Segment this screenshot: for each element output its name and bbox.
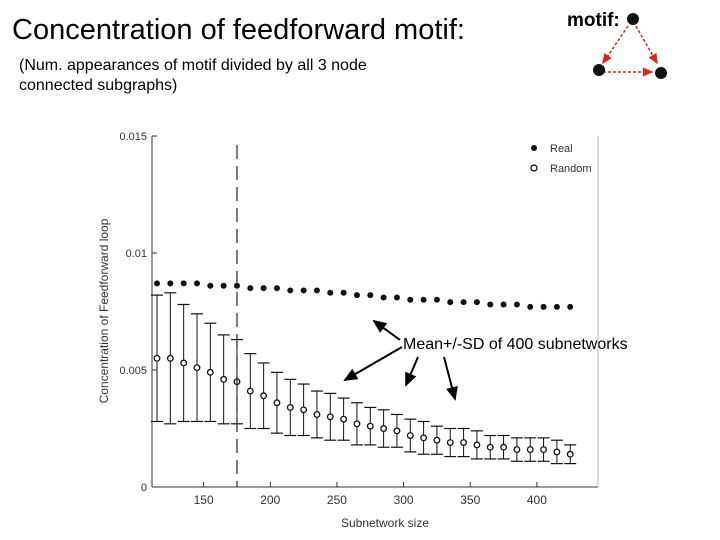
real-point: [287, 287, 294, 294]
random-point: [180, 359, 188, 367]
motif-node-right: [655, 67, 667, 79]
random-point: [313, 411, 321, 418]
errorbars: [150, 292, 577, 465]
random-point: [393, 427, 401, 435]
real-point: [193, 280, 200, 287]
real-point: [500, 301, 507, 308]
random-point: [153, 354, 161, 362]
real-point: [167, 280, 174, 287]
random-point: [433, 436, 441, 444]
page-subtitle: (Num. appearances of motif divided by al…: [19, 57, 367, 94]
real-point: [340, 289, 347, 296]
random-point: [406, 432, 414, 439]
random-point: [286, 403, 294, 411]
real-point: [567, 303, 574, 310]
random-point: [566, 450, 574, 458]
real-point: [260, 285, 267, 292]
random-point: [486, 443, 494, 451]
random-point: [513, 446, 521, 454]
x-tick-label: 250: [327, 493, 347, 507]
motif-edge-top-left: [602, 25, 629, 65]
motif-label: motif:: [567, 10, 620, 31]
real-point: [180, 280, 187, 287]
real-point: [420, 296, 427, 303]
motif-edge-top-right: [635, 25, 658, 65]
annotation-text: Mean+/-SD of 400 subnetworks: [403, 336, 628, 353]
real-point: [553, 303, 560, 310]
real-point: [393, 294, 400, 301]
x-tick-label: 200: [260, 493, 280, 507]
random-point: [553, 448, 561, 456]
random-point: [326, 413, 334, 421]
real-point: [407, 296, 414, 303]
random-point: [473, 441, 481, 449]
y-tick-label: 0.015: [119, 131, 147, 143]
annotation-arrow-3: [405, 356, 419, 387]
real-point: [380, 294, 387, 301]
real-point: [433, 296, 440, 303]
random-point: [273, 399, 281, 407]
real-point: [540, 303, 547, 310]
real-point: [327, 289, 334, 296]
real-point: [353, 292, 360, 299]
motif-diagram: [593, 13, 667, 79]
real-point: [513, 301, 520, 308]
random-point: [353, 420, 361, 428]
x-tick-label: 350: [460, 493, 480, 507]
random-point: [193, 364, 201, 372]
random-point: [526, 446, 534, 454]
real-point: [473, 299, 480, 306]
legend-real-label: Real: [550, 143, 573, 155]
x-tick-label: 150: [194, 493, 214, 507]
y-tick-label: 0: [141, 482, 147, 494]
real-point: [233, 282, 240, 289]
motif-node-left: [593, 64, 605, 76]
real-point: [460, 299, 467, 306]
real-point: [527, 303, 534, 310]
random-point: [300, 406, 308, 414]
y-tick-label: 0.005: [119, 365, 147, 377]
random-point: [420, 434, 428, 442]
motif-node-top: [627, 13, 639, 25]
annotation-arrow-1: [372, 319, 401, 341]
page-title: Concentration of feedforward motif:: [12, 14, 465, 46]
random-point: [446, 439, 454, 446]
real-point: [487, 301, 494, 308]
random-point: [460, 439, 468, 446]
random-point: [206, 368, 214, 376]
random-point: [246, 387, 254, 395]
real-point: [247, 285, 254, 292]
annotation-arrow-2: [343, 346, 403, 382]
real-point: [300, 287, 307, 294]
y-tick-label: 0.01: [126, 248, 147, 260]
legend-random-label: Random: [550, 163, 592, 175]
random-point: [166, 354, 174, 362]
x-axis-label: Subnetwork size: [341, 516, 429, 530]
real-point: [153, 280, 160, 287]
legend-random-marker: [530, 164, 538, 172]
real-point: [273, 285, 280, 292]
random-point: [380, 425, 388, 432]
random-point: [340, 415, 348, 423]
random-point: [500, 443, 508, 451]
legend-real-marker: [531, 145, 537, 151]
data-points: [153, 280, 574, 458]
random-point: [366, 422, 374, 430]
random-point: [540, 446, 548, 454]
real-point: [447, 299, 454, 306]
axis-ticks: 150 200 250 300 350 400 0 0.005 0.01 0.015: [119, 131, 547, 507]
x-tick-label: 400: [527, 493, 547, 507]
x-tick-label: 300: [394, 493, 414, 507]
annotation-arrow-4: [443, 356, 458, 401]
real-point: [207, 282, 214, 289]
real-point: [367, 292, 374, 299]
real-point: [220, 282, 227, 289]
real-point: [313, 287, 320, 294]
random-point: [260, 392, 268, 400]
y-axis-label: Concentration of Feedforward loop: [97, 218, 111, 403]
random-point: [220, 375, 228, 383]
